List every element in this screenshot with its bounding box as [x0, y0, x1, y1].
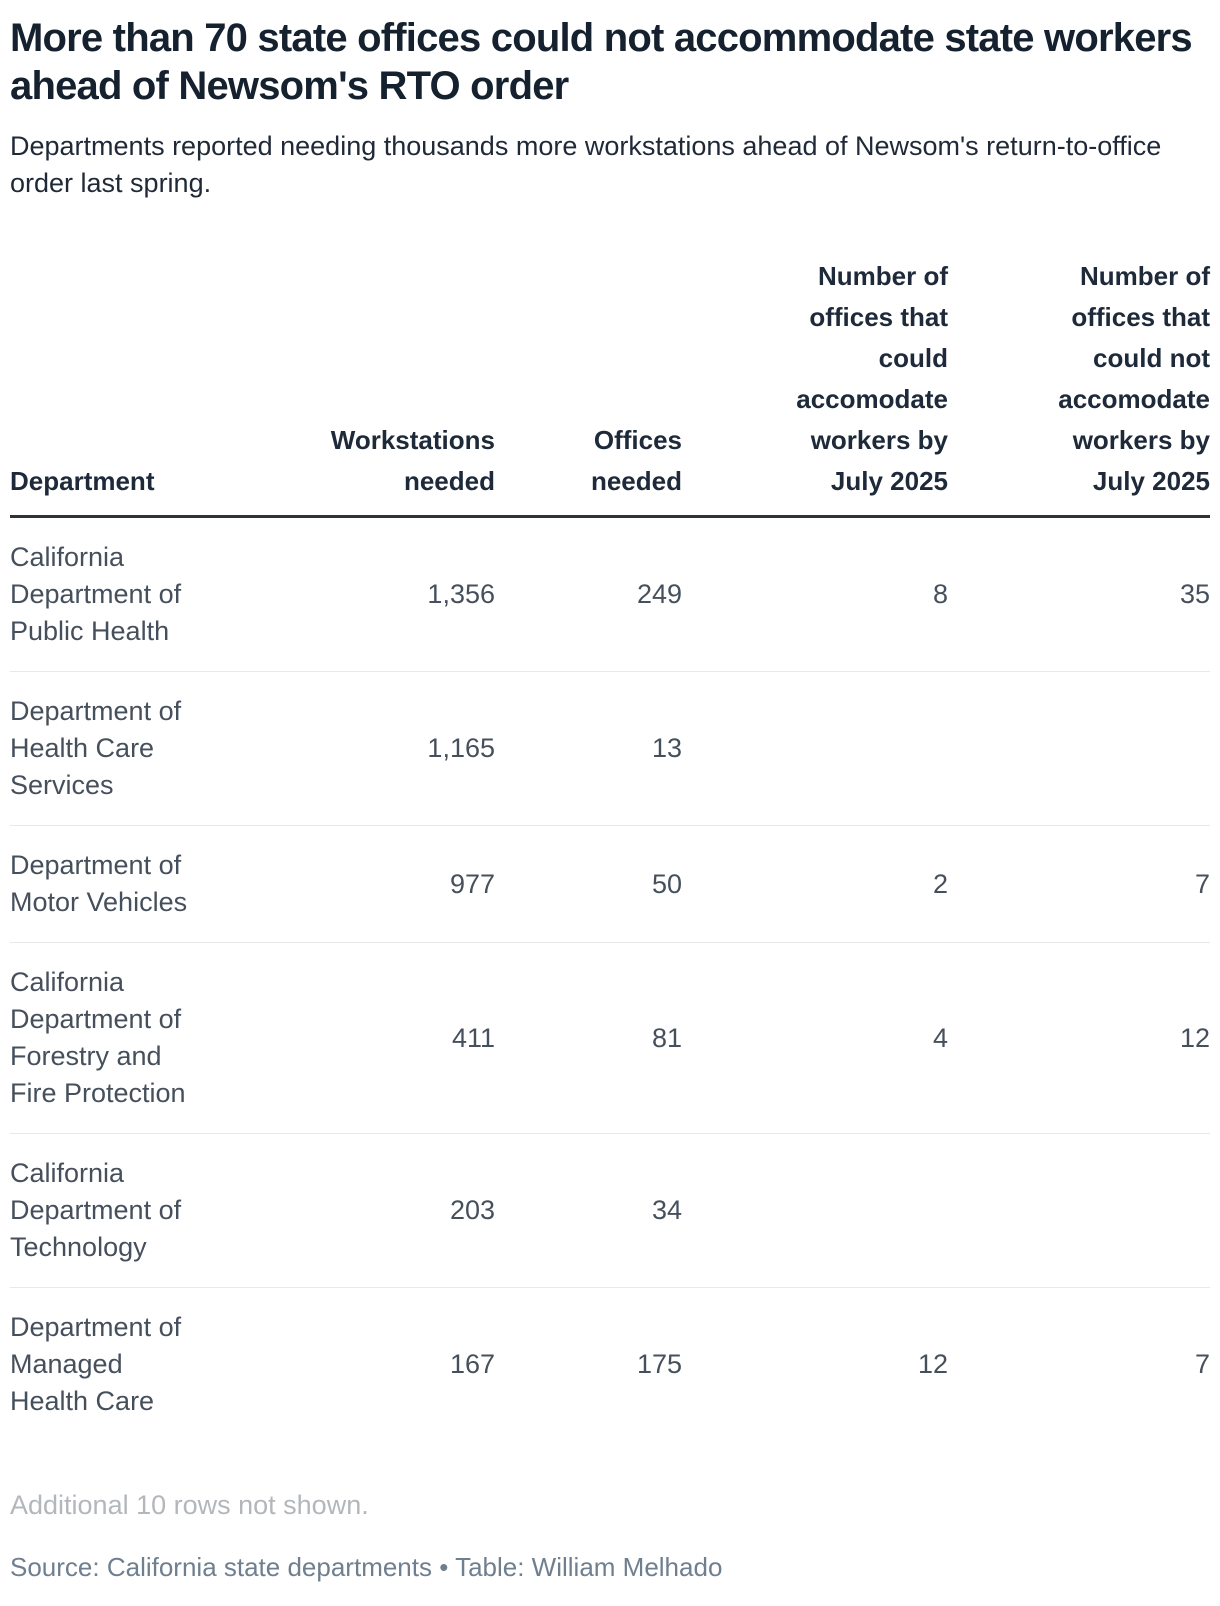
value-cell: 411 — [210, 942, 495, 1134]
department-cell: California Department of Technology — [10, 1133, 210, 1288]
department-cell: California Department of Public Health — [10, 542, 182, 646]
value-cell: 249 — [636, 579, 682, 609]
value-cell: 977 — [210, 825, 495, 943]
department-cell: California Department of Forestry and Fi… — [10, 942, 210, 1134]
column-header-offices-could-accomodate: Number of offices that could accomodate … — [682, 256, 948, 518]
table-header: Department Workstations needed Offices nee… — [10, 256, 1210, 518]
department-cell: Department of Managed Health Care — [10, 1287, 210, 1441]
value-cell — [682, 671, 948, 826]
value-cell: 8 — [932, 579, 948, 609]
value-cell: 12 — [948, 942, 1210, 1134]
value-cell: 1,356 — [427, 579, 495, 609]
page-title: More than 70 state offices could not acc… — [10, 16, 1193, 108]
value-cell: 167 — [210, 1287, 495, 1441]
value-cell — [948, 671, 1210, 826]
value-cell: 35 — [1179, 579, 1210, 609]
department-cell: Department of Health Care Services — [10, 671, 210, 826]
value-cell: 34 — [495, 1133, 682, 1288]
page-subtitle: Departments reported needing thousands m… — [10, 131, 1162, 198]
value-cell — [682, 1133, 948, 1288]
table-row: California Department of Technology 203 34 — [10, 1133, 1210, 1288]
department-cell: Department of Motor Vehicles — [10, 825, 210, 943]
column-header-department: Department — [10, 256, 210, 518]
value-cell: 12 — [682, 1287, 948, 1441]
table-row: Department of Managed Health Care 167 175 1… — [10, 1287, 1210, 1441]
header-row: Department Workstations needed Offices nee… — [10, 256, 1210, 518]
source-credit: Source: California state departments • T… — [10, 1552, 723, 1582]
value-cell: 4 — [682, 942, 948, 1134]
column-header-workstations-needed: Workstations needed — [210, 256, 495, 518]
value-cell: 7 — [948, 825, 1210, 943]
value-cell: 7 — [948, 1287, 1210, 1441]
data-table: Department Workstations needed Offices nee… — [10, 256, 1210, 1441]
value-cell: 203 — [210, 1133, 495, 1288]
value-cell: 13 — [495, 671, 682, 826]
table-row: California Department of Forestry and Fi… — [10, 942, 1210, 1134]
value-cell: 175 — [495, 1287, 682, 1441]
table-body: California Department of Public Health 1,… — [10, 517, 1210, 1441]
table-row: Department of Health Care Services 1,165 1… — [10, 671, 1210, 826]
value-cell — [948, 1133, 1210, 1288]
value-cell: 81 — [495, 942, 682, 1134]
value-cell: 50 — [495, 825, 682, 943]
table-row: California Department of Public Health 1,… — [10, 517, 1210, 672]
additional-rows-note: Additional 10 rows not shown. — [10, 1490, 369, 1520]
column-header-offices-needed: Offices needed — [495, 256, 682, 518]
value-cell: 2 — [682, 825, 948, 943]
value-cell: 1,165 — [210, 671, 495, 826]
table-row: Department of Motor Vehicles 977 50 2 7 — [10, 825, 1210, 943]
column-header-offices-could-not-accomodate: Number of offices that could not accomod… — [948, 256, 1210, 518]
